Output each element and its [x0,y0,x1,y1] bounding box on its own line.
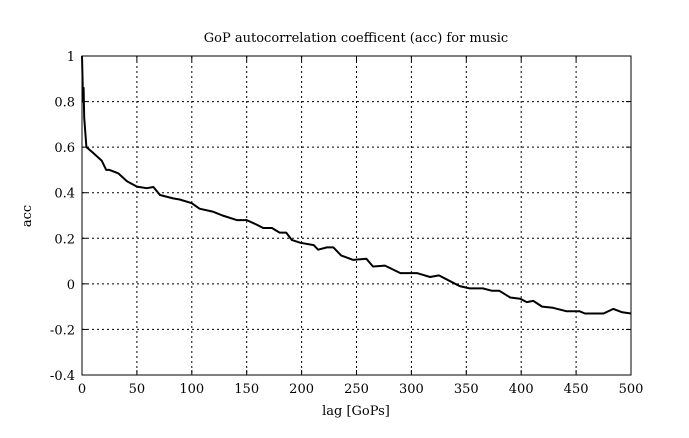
x-axis-label: lag [GoPs] [322,404,390,419]
x-tick-label: 0 [78,382,86,397]
x-tick-label: 450 [564,382,589,397]
x-tick-label: 250 [344,382,369,397]
y-tick-label: 0.2 [54,232,75,247]
x-tick-label: 150 [234,382,259,397]
y-tick-label: 1 [67,50,75,65]
x-axis: 0 50 100 150 200 250 300 350 400 450 500 [78,56,644,397]
y-tick-label: 0.4 [54,187,75,202]
chart-title: GoP autocorrelation coefficent (acc) for… [204,31,508,46]
x-tick-label: 300 [399,382,424,397]
y-axis: -0.4 -0.2 0 0.2 0.4 0.6 0.8 1 [50,50,631,384]
x-tick-label: 500 [619,382,644,397]
y-tick-label: -0.2 [50,323,75,338]
series-line [81,55,632,315]
x-tick-label: 400 [509,382,534,397]
x-tick-label: 350 [454,382,479,397]
y-tick-label: 0.6 [54,141,75,156]
grid [82,56,631,375]
y-tick-label: -0.4 [50,369,75,384]
x-tick-label: 200 [289,382,314,397]
x-tick-label: 100 [179,382,204,397]
y-tick-label: 0.8 [54,96,75,111]
y-tick-label: 0 [67,278,75,293]
x-tick-label: 50 [129,382,146,397]
y-axis-label: acc [20,205,35,227]
